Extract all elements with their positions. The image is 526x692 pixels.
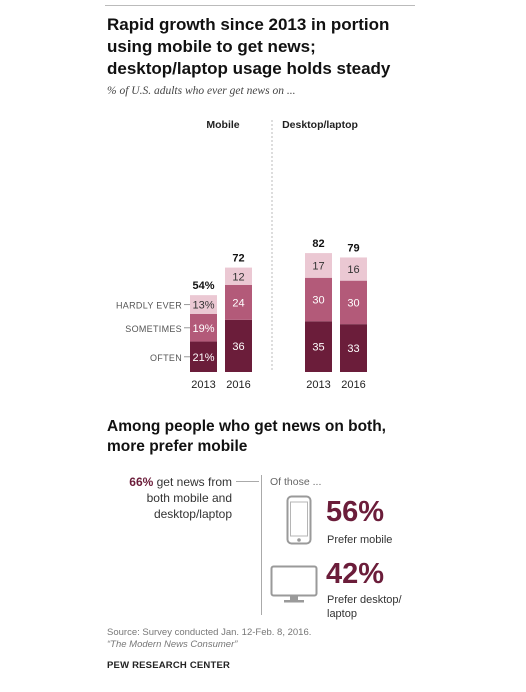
bar-segment-desktop-laptop-2016-often [340,324,367,372]
segment-label: 19% [192,323,214,335]
org-name: PEW RESEARCH CENTER [107,660,231,671]
segment-label: 12 [232,271,244,283]
bar-segment-desktop-laptop-2013-hardly-ever [305,253,332,278]
total-label: 82 [312,238,324,250]
segment-label: 35 [312,342,324,354]
segment-label: 16 [347,264,359,276]
prefer-mobile-pct: 56% [326,496,385,528]
prefer-desktop-label: Prefer desktop/ laptop [327,594,402,620]
chart-title: Rapid growth since 2013 in portion using… [107,15,391,78]
chart-subtitle: % of U.S. adults who ever get news on ..… [107,85,296,97]
source-line: Source: Survey conducted Jan. 12-Feb. 8,… [107,627,312,638]
bracket-line [261,475,262,615]
bar-segment-mobile-2016-hardly-ever [225,267,252,285]
desktop-monitor-icon [270,565,318,603]
series-label-hardly-ever: HARDLY EVER [116,301,182,311]
report-title: “The Modern News Consumer” [107,639,238,650]
bar-segment-mobile-2016-often [225,319,252,372]
bar-segment-desktop-laptop-2016-hardly-ever [340,257,367,281]
source-note: Source: Survey conducted Jan. 12-Feb. 8,… [107,627,311,651]
x-tick-label: 2013 [191,379,215,391]
segment-label: 30 [347,297,359,309]
bar-segment-desktop-laptop-2013-often [305,321,332,372]
both-devices-pct: 66% [129,475,154,489]
both-devices-label: get news from both mobile and desktop/la… [146,475,232,521]
group-header-mobile: Mobile [206,119,239,131]
segment-label: 36 [232,341,244,353]
x-tick-label: 2013 [306,379,330,391]
bar-segment-desktop-laptop-2016-sometimes [340,280,367,325]
bar-segment-mobile-2016-sometimes [225,285,252,320]
x-tick-label: 2016 [341,379,365,391]
prefer-mobile-label: Prefer mobile [327,534,393,546]
section-heading: Among people who get news on both, more … [107,418,386,455]
total-label: 72 [232,253,244,265]
segment-label: 33 [347,343,359,355]
top-rule [105,5,415,6]
bar-segment-desktop-laptop-2013-sometimes [305,277,332,322]
series-label-often: OFTEN [150,353,182,363]
series-label-sometimes: SOMETIMES [125,324,182,334]
smartphone-icon [286,495,312,545]
segment-label: 30 [312,295,324,307]
stacked-bar-chart: Mobile 21% 19% 13% 54% 2013 36 24 12 72 2016 Deskto… [116,119,367,391]
bar-segment-mobile-2013-hardly-ever [190,295,217,314]
both-devices-text: 66% get news from both mobile and deskto… [108,474,232,522]
of-those-label: Of those ... [270,476,322,488]
prefer-desktop-pct: 42% [326,558,385,590]
segment-label: 21% [192,352,214,364]
x-tick-label: 2016 [226,379,250,391]
group-header-desktop-laptop: Desktop/laptop [282,119,358,131]
connector-line [236,481,259,482]
bar-segment-mobile-2013-sometimes [190,314,217,342]
segment-label: 17 [312,260,324,272]
bar-segment-mobile-2013-often [190,341,217,372]
segment-label: 13% [192,300,214,312]
segment-label: 24 [232,297,244,309]
total-label: 54% [192,280,214,292]
total-label: 79 [347,242,359,254]
